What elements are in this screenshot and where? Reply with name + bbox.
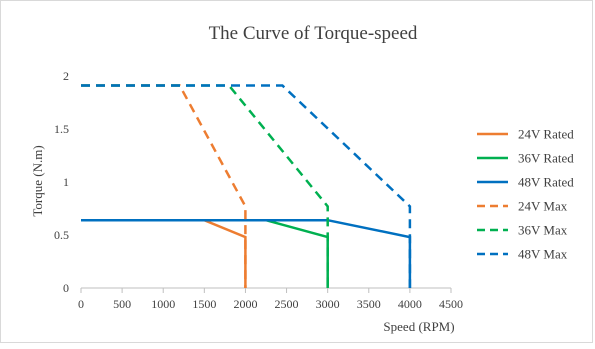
- y-tick-label: 1: [63, 175, 69, 189]
- legend-label: 24V Rated: [518, 127, 574, 142]
- torque-speed-chart: The Curve of Torque-speed 0 500 1000 1500 20…: [30, 23, 574, 334]
- series-line-24v-rated: [81, 218, 247, 288]
- x-tick-label: 1500: [192, 297, 216, 311]
- y-axis-title: Torque (N.m): [30, 145, 45, 216]
- legend-label: 36V Max: [518, 223, 568, 238]
- x-tick-label: 4000: [398, 297, 422, 311]
- series-line-48v-max: [81, 84, 412, 288]
- x-axis-title: Speed (RPM): [383, 319, 454, 334]
- x-tick-label: 0: [78, 297, 84, 311]
- series-line-24v-max: [81, 84, 247, 288]
- legend-label: 24V Max: [518, 199, 568, 214]
- y-tick-label: 1.5: [54, 122, 69, 136]
- legend-label: 48V Rated: [518, 175, 574, 190]
- x-tick-label: 4500: [439, 297, 463, 311]
- y-tick-label: 0.5: [54, 228, 69, 242]
- chart-frame: The Curve of Torque-speed 0 500 1000 1500 20…: [0, 0, 593, 343]
- axes: 0 500 1000 1500 2000 2500 3000 3500 4000 4500 0 0.5…: [54, 69, 463, 311]
- legend: 24V Rated 36V Rated 48V Rated 24V Max 36V Ma…: [477, 127, 574, 262]
- series-line-36v-max: [81, 84, 329, 288]
- series-layer: [81, 84, 412, 288]
- legend-label: 36V Rated: [518, 151, 574, 166]
- legend-label: 48V Max: [518, 247, 568, 262]
- series-line-36v-rated: [81, 218, 329, 288]
- x-tick-label: 500: [113, 297, 131, 311]
- x-tick-label: 1000: [151, 297, 175, 311]
- x-tick-label: 2000: [233, 297, 257, 311]
- x-tick-label: 3500: [357, 297, 381, 311]
- y-tick-label: 2: [63, 69, 69, 83]
- x-tick-label: 2500: [275, 297, 299, 311]
- x-tick-label: 3000: [316, 297, 340, 311]
- chart-title: The Curve of Torque-speed: [209, 23, 418, 44]
- y-tick-label: 0: [63, 281, 69, 295]
- series-line-48v-rated: [81, 218, 412, 288]
